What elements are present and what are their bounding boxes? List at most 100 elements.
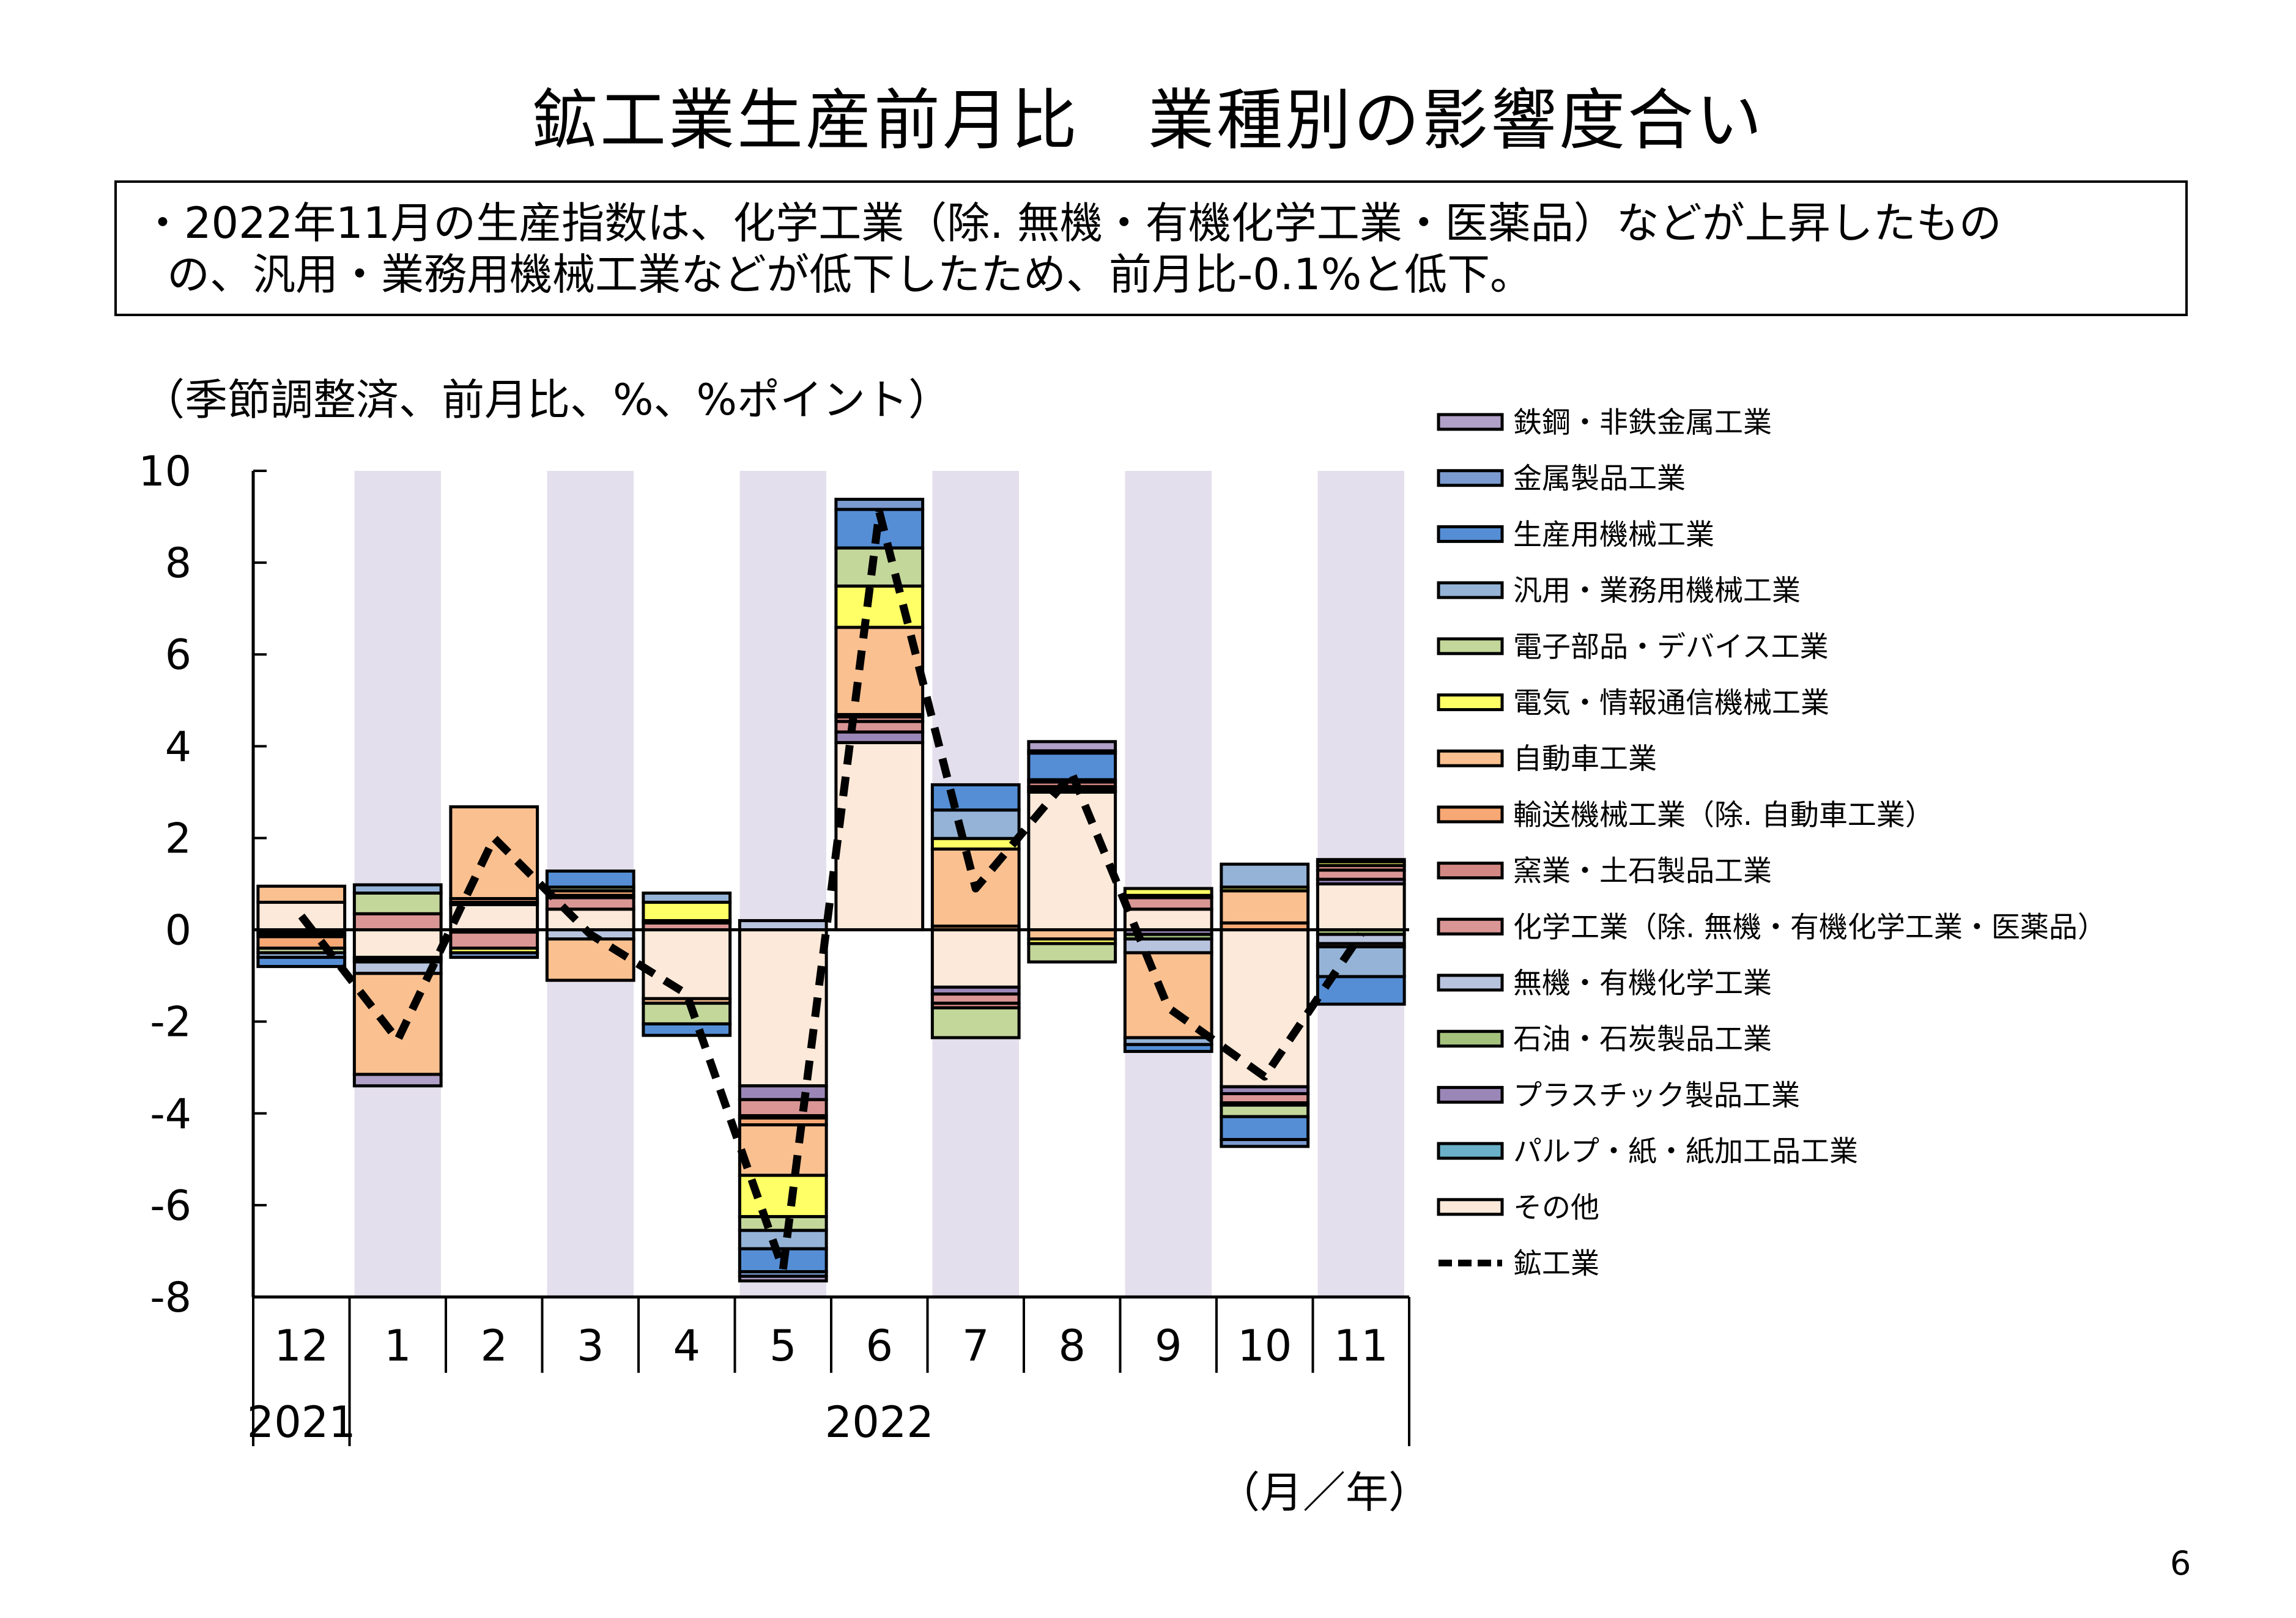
bar-segment xyxy=(1316,858,1406,863)
bar-segment xyxy=(1027,942,1117,964)
x-tick-label: 2 xyxy=(480,1321,508,1371)
x-tick-label: 8 xyxy=(1058,1321,1086,1371)
legend-swatch xyxy=(1437,1142,1504,1160)
x-tick-label: 1 xyxy=(384,1321,412,1371)
bar-segment xyxy=(449,805,539,901)
year-label: 2021 xyxy=(247,1397,356,1447)
legend-swatch xyxy=(1437,749,1504,767)
bar-segment xyxy=(449,951,539,959)
legend-swatch xyxy=(1437,805,1504,824)
bar-segment xyxy=(352,972,443,1076)
legend-swatch xyxy=(1437,1030,1504,1048)
bar-segment xyxy=(256,935,347,950)
bar-segment xyxy=(642,928,732,1000)
legend-swatch xyxy=(1437,917,1504,936)
bar-stack xyxy=(352,883,443,1088)
bar-segment xyxy=(834,498,925,511)
y-tick-label: 4 xyxy=(165,723,191,771)
legend-swatch xyxy=(1437,862,1504,880)
legend-label: 石油・石炭製品工業 xyxy=(1513,1023,1772,1057)
legend-label: 電気・情報通信機械工業 xyxy=(1513,687,1829,720)
bar-segment xyxy=(256,884,347,904)
bar-segment xyxy=(352,928,443,959)
bar-segment xyxy=(834,730,925,744)
legend-label: 自動車工業 xyxy=(1513,742,1657,776)
legend-swatch xyxy=(1437,1085,1504,1104)
legend-label: 金属製品工業 xyxy=(1513,462,1686,496)
bar-segment xyxy=(545,896,635,911)
bar-segment xyxy=(930,1006,1021,1040)
bar-segment xyxy=(352,892,443,915)
bar-segment xyxy=(256,901,347,932)
y-tick-label: 6 xyxy=(165,631,191,679)
y-tick-label: 10 xyxy=(138,448,191,496)
bar-segment xyxy=(930,928,1021,989)
bar-segment xyxy=(738,1084,828,1101)
legend-label: 輸送機械工業（除. 自動車工業） xyxy=(1513,799,1934,832)
bar-segment xyxy=(930,783,1021,812)
x-tick-label: 3 xyxy=(577,1321,604,1371)
legend-label: プラスチック製品工業 xyxy=(1513,1079,1800,1112)
x-axis-unit-label: （月／年） xyxy=(1217,1468,1431,1518)
bar-stack xyxy=(738,919,828,1283)
page-number: 6 xyxy=(2170,1544,2191,1583)
y-axis-unit-label: （季節調整済、前月比、%、%ポイント） xyxy=(142,375,952,425)
y-tick-label: 0 xyxy=(165,907,191,955)
legend-swatch xyxy=(1437,581,1504,599)
legend-label: 化学工業（除. 無機・有機化学工業・医薬品） xyxy=(1513,911,2106,944)
bar-stack xyxy=(834,498,925,932)
legend-swatch xyxy=(1437,693,1504,711)
legend-label: 汎用・業務用機械工業 xyxy=(1513,574,1801,608)
legend-label: 窯業・土石製品工業 xyxy=(1513,855,1772,888)
bar-stack xyxy=(642,892,732,1037)
shaded-band xyxy=(1125,471,1212,1297)
bar-segment xyxy=(352,1073,443,1088)
bar-segment xyxy=(352,912,443,932)
bar-segment xyxy=(738,1274,828,1283)
bar-segment xyxy=(642,1022,732,1037)
bar-segment xyxy=(545,907,635,932)
bar-segment xyxy=(738,1228,828,1250)
legend-label: その他 xyxy=(1513,1191,1599,1225)
x-tick-label: 12 xyxy=(274,1321,328,1371)
page-title: 鉱工業生産前月比 業種別の影響度合い xyxy=(531,83,1765,159)
bar-segment xyxy=(1220,1138,1310,1148)
bar-stack xyxy=(1027,740,1117,964)
bar-segment xyxy=(1220,862,1310,889)
bar-segment xyxy=(1027,740,1117,753)
legend-swatch xyxy=(1437,413,1504,431)
bar-segment xyxy=(1220,928,1310,1088)
legend-label: 無機・有機化学工業 xyxy=(1513,967,1772,1000)
bar-segment xyxy=(930,808,1021,840)
bar-segment xyxy=(1220,1115,1310,1142)
bar-segment xyxy=(1123,1043,1213,1053)
bar-segment xyxy=(738,1123,828,1177)
legend-swatch xyxy=(1437,973,1504,992)
x-tick-label: 6 xyxy=(865,1321,893,1371)
bar-segment xyxy=(1220,1103,1310,1118)
bar-segment xyxy=(545,869,635,889)
legend-label: 鉱工業 xyxy=(1513,1247,1599,1281)
bar-segment xyxy=(834,741,925,932)
bar-stack xyxy=(449,805,539,959)
bar-stack xyxy=(930,783,1021,1040)
line-series-mining-industry xyxy=(298,508,1365,1274)
legend-swatch xyxy=(1437,1198,1504,1216)
x-tick-label: 11 xyxy=(1334,1321,1388,1371)
bar-segment xyxy=(642,901,732,923)
legend-label: 電子部品・デバイス工業 xyxy=(1513,630,1829,664)
bar-segment xyxy=(642,892,732,904)
summary-box: ・2022年11月の生産指数は、化学工業（除. 無機・有機化学工業・医薬品）など… xyxy=(114,180,2188,316)
bar-segment xyxy=(930,837,1021,851)
legend-label: 生産用機械工業 xyxy=(1513,518,1714,552)
legend-label: 鉄鋼・非鉄金属工業 xyxy=(1513,406,1772,440)
bar-segment xyxy=(1220,889,1310,925)
bar-segment xyxy=(545,937,635,982)
bar-segment xyxy=(256,956,347,969)
bar-segment xyxy=(1123,887,1213,897)
legend-label: パルプ・紙・紙加工品工業 xyxy=(1513,1135,1858,1169)
y-tick-label: -4 xyxy=(150,1090,191,1139)
bar-segment xyxy=(834,546,925,588)
bar-segment xyxy=(642,1002,732,1025)
